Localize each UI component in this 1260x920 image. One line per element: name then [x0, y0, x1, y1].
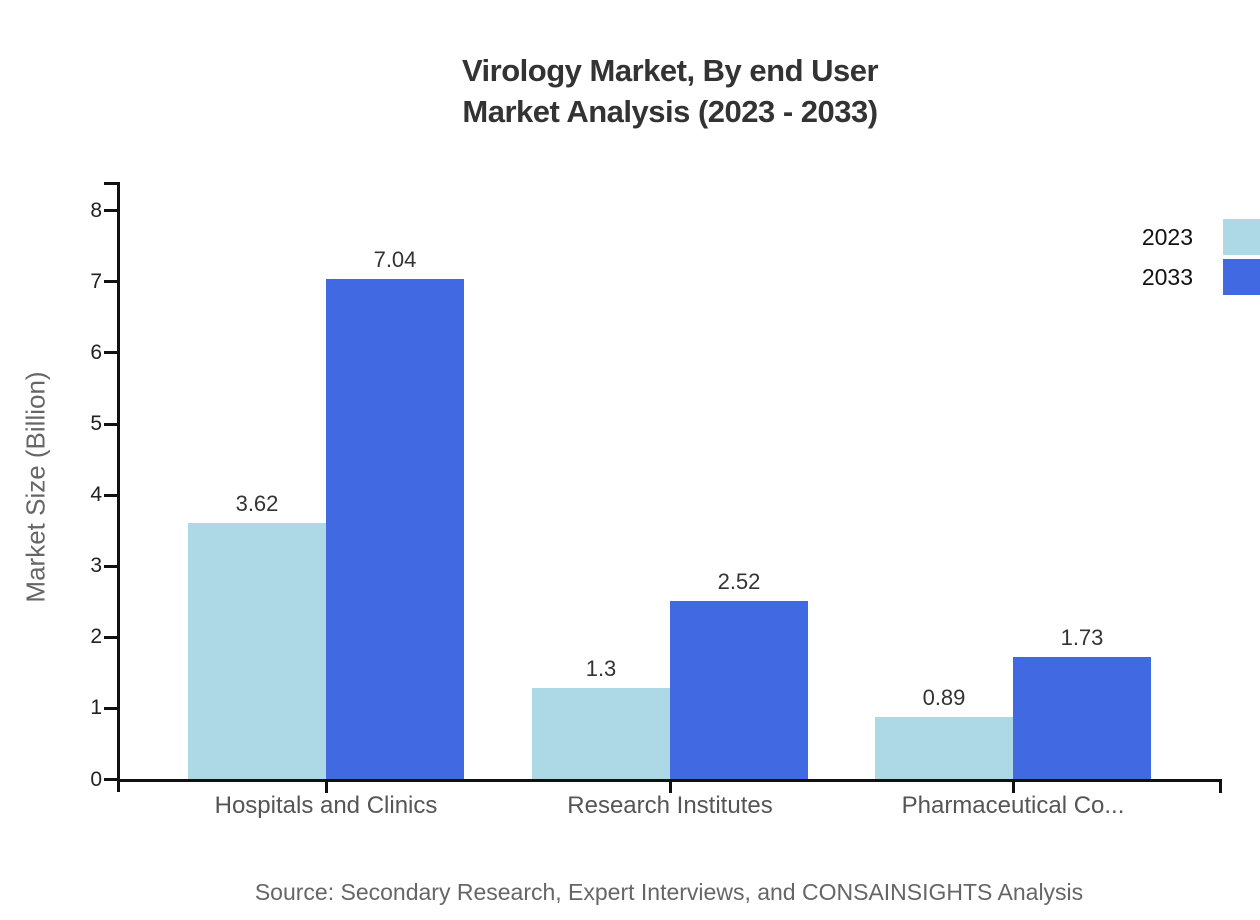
legend-label: 2033 [1141, 263, 1193, 290]
legend-item-2033: 2033 [1085, 259, 1260, 295]
bar-value-label: 0.89 [922, 685, 966, 710]
legend-item-2023: 2023 [1085, 219, 1260, 255]
chart-title-line2: Market Analysis (2023 - 2033) [462, 94, 878, 129]
y-tick-label: 4 [90, 483, 102, 506]
y-tick-label: 3 [90, 554, 102, 577]
bar-2033-1 [670, 601, 808, 780]
y-axis-top-cap [104, 182, 120, 185]
bar-2033-0 [326, 279, 464, 780]
category-tick [669, 779, 672, 793]
x-axis [117, 779, 1222, 782]
category-tick [325, 779, 328, 793]
category-label: Research Institutes [567, 792, 773, 819]
y-tick-label: 6 [90, 341, 102, 364]
y-tick [104, 707, 120, 710]
y-tick-label: 0 [90, 768, 102, 791]
legend: 2023 2033 [1085, 219, 1260, 299]
bar-2033-2 [1013, 657, 1151, 780]
chart-title: Virology Market, By end User Market Anal… [119, 50, 1221, 132]
category-label: Hospitals and Clinics [214, 792, 438, 819]
category-label: Pharmaceutical Co... [901, 792, 1125, 819]
bar-value-label: 2.52 [717, 569, 761, 594]
category-tick [1012, 779, 1015, 793]
y-tick [104, 209, 120, 212]
y-tick-label: 5 [90, 412, 102, 435]
y-tick [104, 778, 120, 781]
bar-2023-2 [875, 717, 1013, 780]
legend-label: 2023 [1141, 223, 1193, 250]
bar-value-label: 7.04 [373, 247, 417, 272]
x-axis-end-cap [1219, 779, 1222, 793]
y-tick-label: 8 [90, 199, 102, 222]
y-axis-label: Market Size (Billion) [20, 371, 51, 603]
y-tick-label: 7 [90, 270, 102, 293]
y-tick [104, 565, 120, 568]
y-tick [104, 280, 120, 283]
bar-2023-1 [532, 688, 670, 780]
y-tick [104, 423, 120, 426]
bar-value-label: 3.62 [235, 491, 279, 516]
y-axis [117, 182, 120, 792]
y-tick [104, 494, 120, 497]
legend-swatch [1223, 259, 1260, 295]
y-tick [104, 351, 120, 354]
bar-value-label: 1.73 [1060, 625, 1104, 650]
y-tick-label: 2 [90, 625, 102, 648]
bar-value-label: 1.3 [585, 656, 617, 681]
legend-swatch [1223, 219, 1260, 255]
y-tick [104, 636, 120, 639]
source-note: Source: Secondary Research, Expert Inter… [254, 879, 1084, 905]
chart-title-line1: Virology Market, By end User [461, 53, 879, 88]
bar-2023-0 [188, 523, 326, 780]
y-tick-label: 1 [90, 696, 102, 719]
